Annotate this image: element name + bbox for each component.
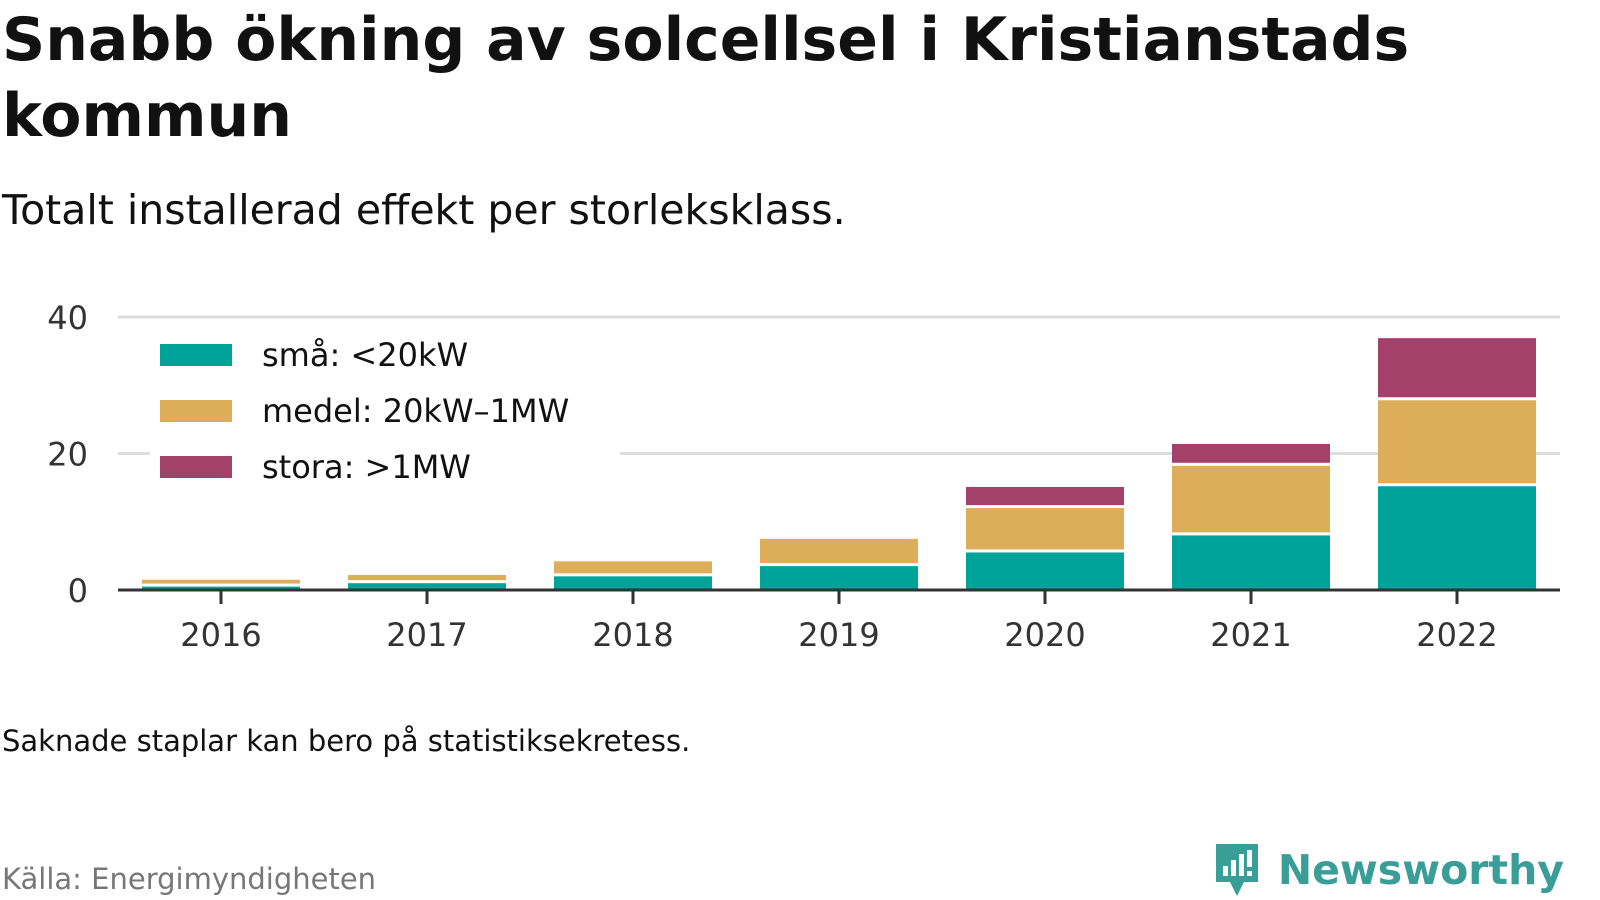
bar-2020-series-1 — [966, 508, 1124, 550]
y-axis-ticks: 0 20 40 — [47, 299, 88, 610]
x-tick-label: 2022 — [1416, 616, 1497, 654]
x-tick-label: 2019 — [798, 616, 879, 654]
bar-2019-series-1 — [760, 538, 918, 564]
bar-2022-series-2 — [1378, 338, 1536, 398]
legend-swatch — [160, 456, 232, 478]
source-credit: Källa: Energimyndigheten — [2, 862, 377, 896]
bar-2017-series-0 — [348, 583, 506, 590]
x-tick-label: 2016 — [180, 616, 261, 654]
x-tick-label: 2018 — [592, 616, 673, 654]
bar-2017-series-1 — [348, 574, 506, 581]
bar-2021-series-1 — [1172, 465, 1330, 533]
bars — [142, 338, 1536, 590]
bar-2018-series-0 — [554, 576, 712, 590]
bar-2020-series-0 — [966, 552, 1124, 590]
x-axis-ticks: 2016 2017 2018 2019 2020 2021 2022 — [180, 590, 1498, 654]
bar-2022-series-0 — [1378, 486, 1536, 590]
stacked-bar-chart: 0 20 40 2016 2017 2018 2019 2020 2021 2022 små: … — [47, 299, 1560, 654]
legend: små: <20kW medel: 20kW–1MW stora: >1MW — [150, 326, 620, 496]
chart-subtitle: Totalt installerad effekt per storlekskl… — [2, 186, 846, 234]
brand-name: Newsworthy — [1277, 846, 1564, 894]
y-tick-label: 40 — [47, 299, 88, 337]
brand-logo: Newsworthy — [1212, 840, 1564, 900]
bar-2020-series-2 — [966, 486, 1124, 506]
bar-2016-series-1 — [142, 579, 300, 584]
legend-label: små: <20kW — [262, 336, 468, 374]
bar-2022-series-1 — [1378, 400, 1536, 484]
footnote: Saknade staplar kan bero på statistiksek… — [2, 724, 691, 758]
bar-2019-series-0 — [760, 566, 918, 590]
x-tick-label: 2017 — [386, 616, 467, 654]
bar-2021-series-0 — [1172, 535, 1330, 590]
bar-2021-series-2 — [1172, 443, 1330, 463]
x-tick-label: 2020 — [1004, 616, 1085, 654]
newsworthy-logo-icon — [1215, 844, 1258, 896]
legend-label: stora: >1MW — [262, 448, 471, 486]
legend-label: medel: 20kW–1MW — [262, 392, 569, 430]
y-tick-label: 0 — [68, 572, 88, 610]
legend-swatch — [160, 344, 232, 366]
x-tick-label: 2021 — [1210, 616, 1291, 654]
chart-title: Snabb ökning av solcellsel i Kristiansta… — [2, 5, 1410, 151]
bar-2018-series-1 — [554, 561, 712, 574]
y-tick-label: 20 — [47, 436, 88, 474]
bar-2016-series-0 — [142, 586, 300, 590]
legend-swatch — [160, 400, 232, 422]
